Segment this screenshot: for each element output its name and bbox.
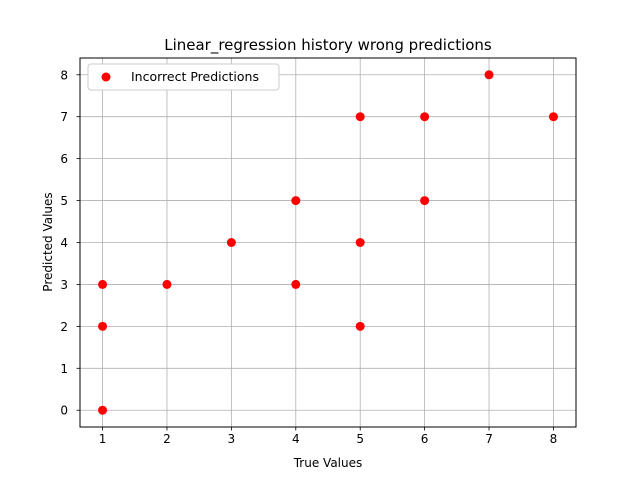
x-axis-ticks: 1 2 3 4 5 6 7 8 (99, 427, 558, 446)
legend-label: Incorrect Predictions (131, 69, 259, 84)
y-tick-label: 7 (60, 110, 68, 124)
data-point (291, 279, 301, 289)
data-point (98, 279, 108, 289)
legend-box (87, 63, 280, 91)
y-tick-label: 8 (60, 68, 68, 82)
x-tick-label: 8 (550, 432, 558, 446)
x-axis-label: True Values (293, 456, 363, 470)
x-tick-label: 1 (99, 432, 107, 446)
y-tick-label: 5 (60, 194, 68, 208)
data-point (355, 321, 365, 331)
y-tick-label: 6 (60, 152, 68, 166)
chart-title: Linear_regression history wrong predicti… (164, 36, 492, 55)
data-point (484, 70, 494, 80)
x-tick-label: 5 (356, 432, 364, 446)
x-tick-label: 6 (421, 432, 429, 446)
x-tick-label: 4 (292, 432, 300, 446)
data-point (162, 279, 172, 289)
y-axis-label: Predicted Values (41, 192, 55, 291)
legend-marker (101, 72, 111, 82)
x-tick-label: 7 (485, 432, 493, 446)
data-point (420, 112, 430, 122)
y-tick-label: 0 (60, 404, 68, 418)
data-point (98, 405, 108, 415)
data-point (420, 196, 430, 206)
y-tick-label: 4 (60, 236, 68, 250)
data-point (291, 196, 301, 206)
y-axis-ticks: 0 1 2 3 4 5 6 7 8 (60, 68, 80, 418)
data-point (355, 238, 365, 247)
legend: Incorrect Predictions (87, 63, 280, 91)
y-tick-label: 3 (60, 278, 68, 292)
data-point (98, 321, 108, 331)
data-point (226, 238, 236, 247)
x-tick-label: 3 (228, 432, 236, 446)
grid-lines (80, 58, 576, 427)
data-point (355, 112, 365, 122)
data-point (548, 112, 558, 122)
y-tick-label: 2 (60, 320, 68, 334)
x-tick-label: 2 (163, 432, 171, 446)
data-points (98, 70, 558, 415)
y-tick-label: 1 (60, 362, 68, 376)
